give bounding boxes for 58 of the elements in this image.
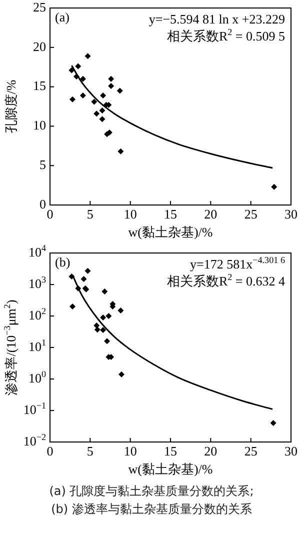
point bbox=[91, 98, 98, 105]
y-tick-label: 15 bbox=[33, 78, 46, 94]
point bbox=[118, 148, 124, 154]
text: (a) 孔隙度与黏土杂基质量分数的关系; bbox=[48, 483, 255, 500]
point bbox=[68, 273, 75, 280]
point bbox=[69, 304, 76, 310]
x-tick-label: 20 bbox=[204, 206, 218, 222]
point bbox=[271, 184, 278, 190]
point bbox=[118, 307, 124, 314]
point bbox=[108, 76, 114, 82]
point bbox=[84, 53, 91, 60]
y-axis-title: 孔隙度/% bbox=[3, 80, 18, 134]
x-tick-label: 25 bbox=[244, 206, 258, 222]
x-tick-label: 15 bbox=[164, 443, 177, 458]
point bbox=[80, 76, 86, 82]
y-tick-label: 20 bbox=[33, 38, 46, 54]
x-tick-label: 5 bbox=[86, 206, 94, 222]
line-series bbox=[70, 64, 274, 169]
chart-title: (a) bbox=[55, 9, 70, 24]
x-tick-label: 25 bbox=[244, 443, 258, 458]
x-tick-label: 15 bbox=[164, 206, 177, 222]
point bbox=[75, 63, 82, 70]
y-axis-title: 渗透率/(10−3μm2) bbox=[2, 300, 18, 396]
point bbox=[69, 96, 76, 102]
point bbox=[80, 276, 87, 282]
x-tick-label: 10 bbox=[124, 206, 137, 222]
point bbox=[116, 88, 123, 94]
point bbox=[99, 107, 106, 114]
point bbox=[94, 326, 100, 333]
y-tick-label: 25 bbox=[33, 0, 46, 14]
point bbox=[104, 338, 110, 344]
x-tick-label: 5 bbox=[86, 443, 94, 458]
point bbox=[102, 288, 108, 294]
point bbox=[118, 371, 124, 378]
annotation: y=−5.594 81 ln x +23.229 bbox=[148, 11, 286, 26]
x-tick-label: 30 bbox=[284, 206, 298, 222]
y-tick-label: 10 bbox=[33, 118, 46, 133]
y-tick-label: 0 bbox=[40, 196, 46, 212]
point bbox=[74, 74, 80, 80]
point bbox=[100, 314, 106, 320]
point bbox=[100, 326, 106, 333]
x-tick-label: 30 bbox=[284, 443, 298, 458]
point bbox=[80, 92, 86, 98]
x-axis-title: w(黏土杂基)/% bbox=[128, 461, 213, 476]
point bbox=[106, 313, 112, 319]
point bbox=[100, 92, 106, 98]
text: (b) 渗透率与黏土杂基质量分数的关系 bbox=[50, 501, 253, 518]
point bbox=[75, 285, 82, 292]
point bbox=[99, 116, 106, 122]
point bbox=[84, 268, 91, 274]
point bbox=[270, 420, 276, 426]
x-tick-label: 10 bbox=[124, 443, 137, 458]
x-tick-label: 20 bbox=[204, 443, 218, 458]
point bbox=[108, 83, 114, 90]
x-axis-title: w(黏土杂基)/% bbox=[128, 224, 213, 240]
chart-title: (b) bbox=[55, 254, 70, 270]
point bbox=[94, 110, 100, 117]
y-tick-label: 5 bbox=[40, 157, 46, 172]
